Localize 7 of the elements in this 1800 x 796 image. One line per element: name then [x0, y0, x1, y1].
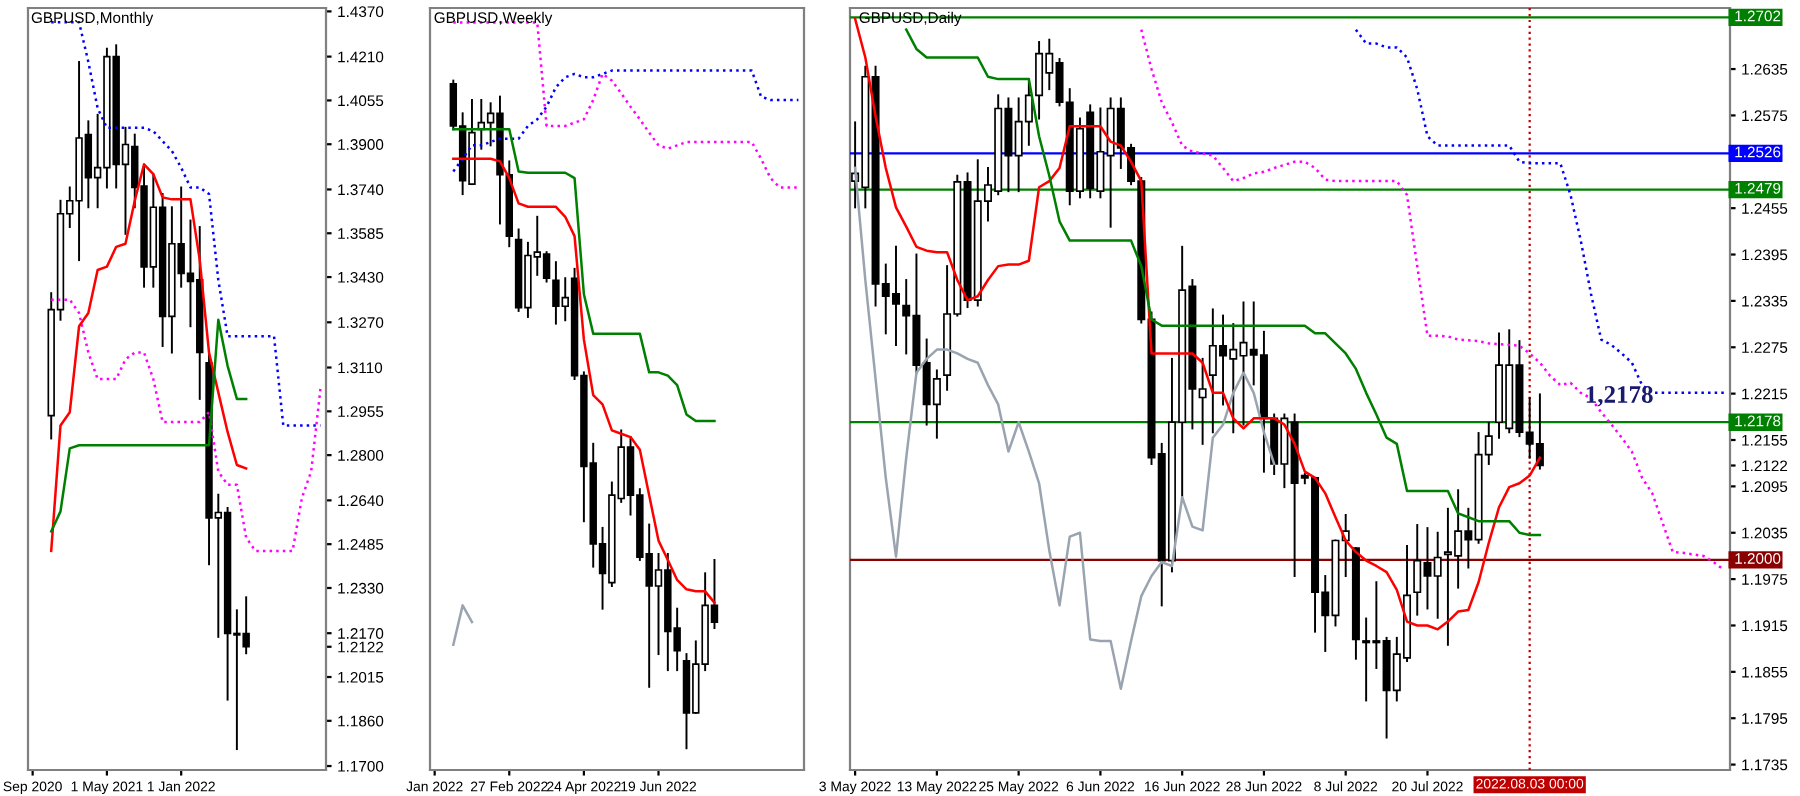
line-series — [853, 166, 1276, 691]
line-series — [49, 298, 322, 553]
annotation: 1,2178 — [1586, 386, 1653, 407]
line-series — [1140, 28, 1726, 572]
line-series — [49, 163, 248, 553]
line-series — [49, 318, 248, 533]
candlestick — [542, 251, 551, 283]
